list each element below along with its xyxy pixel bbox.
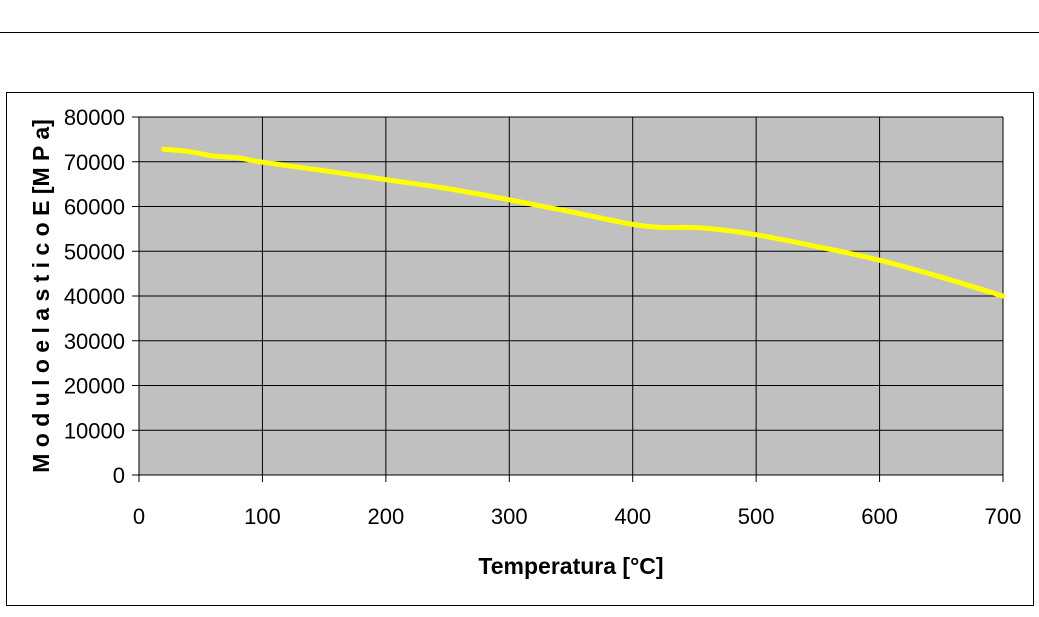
x-tick-label: 600 xyxy=(861,504,898,529)
x-tick-labels: 0 100 200 300 400 500 600 700 xyxy=(133,504,1021,529)
x-axis-title: Temperatura [°C] xyxy=(478,553,663,579)
y-tick-label: 0 xyxy=(113,463,125,488)
x-tick-label: 400 xyxy=(614,504,651,529)
grid xyxy=(139,116,1004,475)
y-tick-label: 20000 xyxy=(64,374,125,399)
y-tick-label: 40000 xyxy=(64,284,125,309)
y-tick-label: 80000 xyxy=(64,105,125,130)
y-tick-label: 70000 xyxy=(64,150,125,175)
y-tick-label: 50000 xyxy=(64,239,125,264)
axes xyxy=(132,116,1004,482)
x-tick-label: 200 xyxy=(367,504,404,529)
y-tick-label: 30000 xyxy=(64,329,125,354)
x-tick-label: 500 xyxy=(738,504,775,529)
y-tick-label: 10000 xyxy=(64,418,125,443)
top-rule xyxy=(0,32,1039,33)
series-line xyxy=(161,146,1006,299)
y-axis-title: M o d u l o e l a s t i c o E [M P a] xyxy=(28,119,54,473)
y-tick-labels: 0 10000 20000 30000 40000 50000 60000 70000 8000… xyxy=(64,105,125,488)
x-tick-label: 100 xyxy=(244,504,281,529)
y-tick-label: 60000 xyxy=(64,195,125,220)
x-tick-label: 0 xyxy=(133,504,145,529)
x-tick-label: 700 xyxy=(985,504,1022,529)
x-tick-label: 300 xyxy=(491,504,528,529)
